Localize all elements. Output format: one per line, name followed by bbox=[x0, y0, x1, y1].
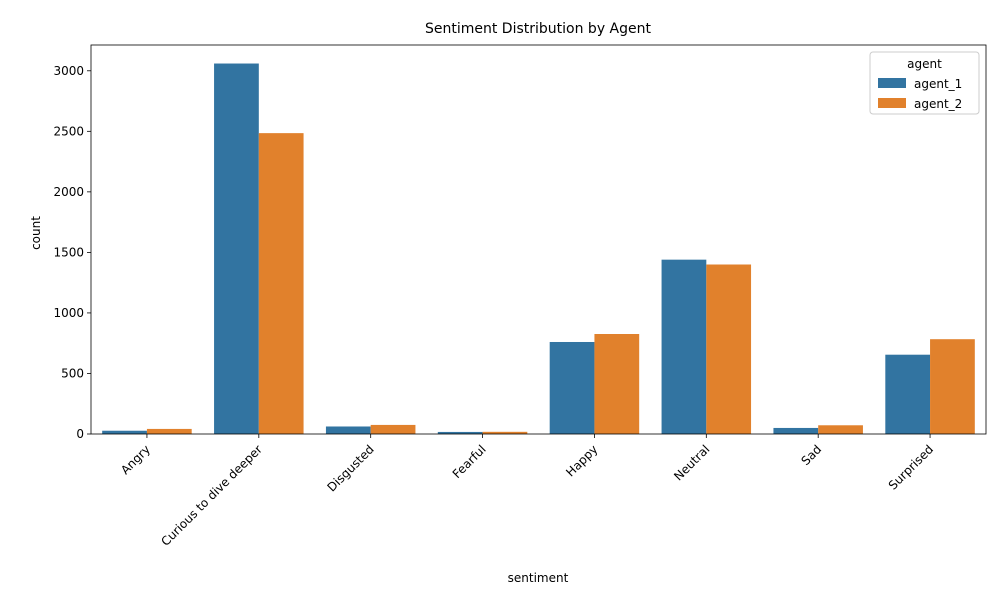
y-tick-label: 2000 bbox=[53, 185, 84, 199]
x-tick-label: Happy bbox=[563, 442, 600, 479]
bar-agent_1-5 bbox=[661, 259, 707, 434]
bar-agent_1-0 bbox=[102, 430, 147, 434]
x-tick-label: Surprised bbox=[886, 442, 936, 492]
x-tick-label: Neutral bbox=[671, 442, 712, 483]
plot-frame bbox=[90, 44, 987, 435]
bar-agent_1-7 bbox=[885, 354, 931, 434]
bar-agent_2-2 bbox=[370, 424, 416, 434]
bar-agent_2-0 bbox=[146, 428, 192, 434]
bars-layer bbox=[102, 63, 975, 435]
legend: agent agent_1 agent_2 bbox=[869, 51, 980, 115]
y-tick-label: 1000 bbox=[53, 306, 84, 320]
ticks-layer: Angry Curious to dive deeper Disgusted Fear… bbox=[53, 64, 936, 549]
y-tick-label: 1500 bbox=[53, 245, 84, 259]
legend-swatch-agent_1 bbox=[878, 78, 906, 88]
bar-agent_2-5 bbox=[706, 264, 752, 434]
bar-agent_1-2 bbox=[325, 426, 371, 434]
bar-agent_1-1 bbox=[214, 63, 259, 435]
legend-label-agent_2: agent_2 bbox=[914, 97, 962, 111]
bar-agent_2-6 bbox=[818, 425, 863, 434]
bar-agent_2-1 bbox=[258, 133, 304, 434]
x-tick-label: Sad bbox=[798, 442, 824, 468]
legend-label-agent_1: agent_1 bbox=[914, 77, 962, 91]
x-tick-label: Curious to dive deeper bbox=[158, 442, 265, 549]
x-axis-label: sentiment bbox=[508, 571, 569, 585]
y-tick-label: 0 bbox=[76, 427, 84, 441]
x-tick-label: Angry bbox=[118, 442, 153, 477]
bar-agent_2-4 bbox=[594, 334, 640, 434]
legend-swatch-agent_2 bbox=[878, 98, 906, 108]
bar-agent_2-7 bbox=[930, 339, 975, 434]
bar-agent_1-6 bbox=[773, 427, 819, 434]
bar-agent_1-4 bbox=[549, 341, 595, 434]
bar-agent_1-3 bbox=[437, 431, 483, 434]
bar-agent_2-3 bbox=[482, 431, 528, 434]
chart-title: Sentiment Distribution by Agent bbox=[425, 21, 652, 37]
x-tick-label: Fearful bbox=[450, 442, 489, 481]
y-tick-label: 2500 bbox=[53, 124, 84, 138]
y-axis-label: count bbox=[29, 216, 43, 250]
y-tick-label: 3000 bbox=[53, 64, 84, 78]
y-tick-label: 500 bbox=[61, 366, 84, 380]
legend-title: agent bbox=[907, 57, 942, 71]
x-tick-label: Disgusted bbox=[324, 442, 376, 494]
